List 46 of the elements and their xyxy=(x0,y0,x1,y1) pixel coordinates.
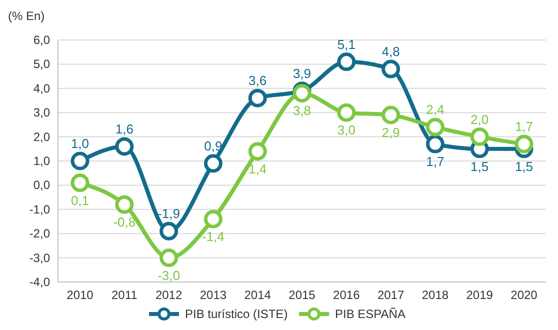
data-label: 3,0 xyxy=(337,122,356,138)
y-tick-label: 0,0 xyxy=(33,178,50,192)
data-label: 2,0 xyxy=(470,112,489,127)
data-label: 3,8 xyxy=(292,103,312,118)
y-tick-label: -2,0 xyxy=(29,226,50,241)
data-label: 4,8 xyxy=(382,44,400,60)
data-label: 1,5 xyxy=(470,158,489,174)
x-tick-label: 2014 xyxy=(244,288,272,302)
y-tick-label: -1,0 xyxy=(29,202,50,216)
data-label: 1,7 xyxy=(426,154,444,170)
y-tick-label: 3,0 xyxy=(33,106,50,120)
y-tick-label: 1,0 xyxy=(33,154,50,168)
data-label: 1,7 xyxy=(514,119,534,134)
data-label: 0,1 xyxy=(70,192,90,208)
data-label: -0,8 xyxy=(113,214,136,230)
x-tick-label: 2017 xyxy=(377,288,404,302)
y-tick-label: -3,0 xyxy=(29,250,50,265)
data-label: 2,4 xyxy=(426,102,444,118)
x-tick-label: 2016 xyxy=(333,288,360,302)
y-tick-label: 6,0 xyxy=(33,33,50,47)
legend-label: PIB turístico (ISTE) xyxy=(185,307,288,321)
x-tick-label: 2011 xyxy=(111,288,138,302)
x-tick-label: 2013 xyxy=(200,288,227,302)
y-tick-label: 4,0 xyxy=(33,81,50,96)
data-label: -1,4 xyxy=(202,229,224,244)
y-tick-label: -4,0 xyxy=(29,275,50,289)
y-axis-title: (% En) xyxy=(8,9,45,23)
x-tick-label: 2019 xyxy=(466,288,494,302)
data-label: 1,4 xyxy=(248,161,267,176)
data-label: 1,6 xyxy=(115,121,134,136)
data-label: 1,5 xyxy=(514,158,534,174)
y-tick-label: 2,0 xyxy=(33,130,50,144)
data-label: 5,1 xyxy=(337,36,356,52)
data-label: -3,0 xyxy=(158,268,180,283)
x-tick-label: 2015 xyxy=(288,288,316,302)
data-label: 1,0 xyxy=(70,136,90,151)
x-tick-label: 2018 xyxy=(422,288,449,302)
data-label: 3,6 xyxy=(248,73,267,88)
legend-label: PIB ESPAÑA xyxy=(335,307,406,321)
x-tick-label: 2020 xyxy=(510,288,538,302)
data-label: 3,9 xyxy=(292,66,312,81)
data-label: 2,9 xyxy=(382,125,400,140)
y-tick-label: 5,0 xyxy=(33,57,50,72)
x-tick-label: 2010 xyxy=(66,288,94,302)
data-label: -1,9 xyxy=(158,206,180,222)
x-tick-label: 2012 xyxy=(155,288,182,302)
